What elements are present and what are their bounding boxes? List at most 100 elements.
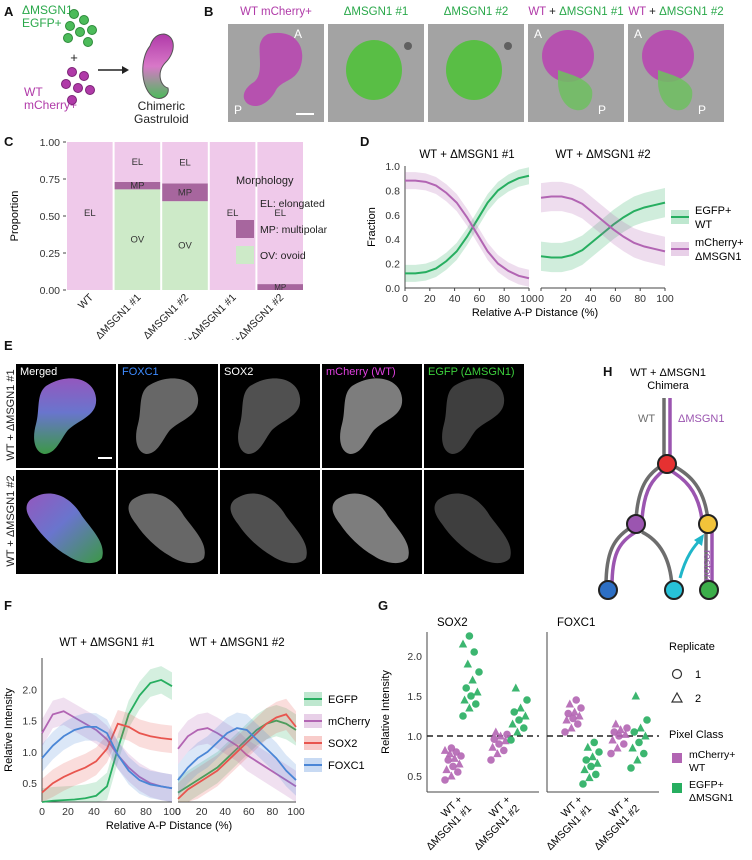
sox2-mcherry-rep2-point-triangle <box>488 742 497 751</box>
y-tick-label: 0.25 <box>40 248 61 260</box>
sox2-mcherry-rep1-point-triangle <box>445 749 454 758</box>
channel-label-5: EGFP (ΔMSGN1) <box>428 366 515 378</box>
legend-swatch-mp <box>236 220 254 238</box>
gastruloid-shape <box>446 40 502 100</box>
bar-segment-label: EL <box>274 208 286 219</box>
sox2-egfp-rep2-point-triangle <box>513 727 522 736</box>
arrow-right-icon <box>98 66 129 74</box>
y-tick-label: 0.4 <box>385 234 400 246</box>
foxc1-egfp-rep1-point-triangle <box>593 758 602 767</box>
x-tick-label: 20 <box>62 806 74 818</box>
posterior-label: P <box>598 103 606 117</box>
anterior-label: A <box>534 27 542 41</box>
panel-a-schematic: + <box>61 9 174 105</box>
fluorescence-drawing <box>136 378 199 454</box>
egfp-rep2-band <box>541 187 665 273</box>
panel-a-mutant-label: ΔMSGN1 EGFP+ <box>22 4 73 30</box>
anterior-label: A <box>634 27 642 41</box>
pixel-class-label-line2: WT <box>689 762 706 774</box>
sox2-mcherry-rep1-point-triangle <box>442 765 451 774</box>
bar-segment-ov <box>162 201 208 290</box>
foxc1-rep2-line <box>177 727 297 781</box>
foxc1-mcherry-rep1-point-triangle <box>570 707 579 716</box>
channel-label-3: SOX2 <box>224 366 254 378</box>
sox2-egfp-rep1-point-triangle <box>460 695 469 704</box>
foxc1-rep1-line <box>41 725 173 790</box>
sox2-egfp-rep1-point-circle <box>459 712 467 720</box>
sox2-mcherry-rep1-point-triangle <box>455 759 464 768</box>
gastruloid-signal <box>332 493 409 564</box>
mcherry-rep2-line <box>177 727 297 788</box>
x-tick-label: 20 <box>560 293 572 305</box>
mcherry-rep1-line <box>405 179 530 280</box>
sox2-egfp-rep2-point-triangle <box>516 703 525 712</box>
sox2-rep2-line <box>177 713 297 800</box>
mutant-branch-right <box>669 468 704 521</box>
y-tick-label: 0.5 <box>22 778 37 790</box>
x-category-label: WT <box>76 291 96 311</box>
fluorescence-tile: SOX2 <box>220 364 320 468</box>
foxc1-egfp-rep2-point-triangle <box>628 743 637 752</box>
bar-segment-el <box>209 142 256 290</box>
magenta-cells <box>61 67 95 105</box>
bar-segment-label: EL <box>84 208 96 219</box>
foxc1-egfp-rep1-point-triangle <box>583 742 592 751</box>
sox2-rep1-line <box>41 722 173 794</box>
right-node <box>698 514 718 534</box>
x-category-label: ΔMSGN1 #1 <box>93 292 143 340</box>
sox2-egfp-rep2-point-circle <box>520 724 528 732</box>
x-category-label: ΔMSGN1 #2 <box>141 292 191 340</box>
x-tick-label: 100 <box>656 293 674 305</box>
x-tick-label: 40 <box>219 806 231 818</box>
title-plus: + <box>645 6 660 18</box>
legend-label-el: EL: elongated <box>260 198 325 210</box>
bar-segment-mp <box>114 181 161 190</box>
replicate-legend-title: Replicate <box>669 641 715 653</box>
gastruloid-signal <box>128 493 205 564</box>
bar-segment-label: MP <box>274 283 286 292</box>
pixel-class-swatch <box>672 783 682 793</box>
subplot-title-2: WT + ΔMSGN1 #2 <box>189 637 284 649</box>
micrograph-title-2: ΔMSGN1 #1 <box>343 6 409 18</box>
panel-c-label: C <box>4 134 14 149</box>
replicate-2-label: 2 <box>695 693 701 705</box>
green-leaf-node <box>699 580 719 600</box>
y-axis-title: Relative Intensity <box>3 688 15 772</box>
wt-branch-cyan <box>641 530 674 587</box>
fluorescence-tile <box>118 470 218 574</box>
replicate-2-symbol <box>670 691 684 703</box>
micrograph-drawing: AP <box>628 24 724 122</box>
foxc1-egfp-rep2-point-circle <box>630 728 638 736</box>
legend-swatch-ov <box>236 246 254 264</box>
bar-segment-el <box>114 142 161 182</box>
fluorescence-drawing <box>230 493 307 564</box>
bar-segment-el <box>162 142 208 184</box>
y-tick-label: 1.5 <box>22 716 37 728</box>
x-tick-label: 40 <box>585 293 597 305</box>
sox2-mcherry-rep1-point-circle <box>444 756 452 764</box>
legend-label-mcherry: mCherry <box>328 716 370 728</box>
y-tick-label: 0.0 <box>385 283 400 295</box>
fluorescence-tile: FOXC1 <box>118 364 218 468</box>
fluorescence-tile <box>424 470 524 574</box>
sox2-mcherry-rep2-point-circle <box>490 735 498 743</box>
legend-swatch-el <box>236 194 254 212</box>
legend-label-line1: mCherry+ <box>695 237 744 249</box>
y-tick-label: 0.75 <box>40 174 61 186</box>
gastruloid-signal <box>34 378 97 454</box>
bar-segment-el <box>67 142 113 290</box>
sox2-egfp-rep1-point-triangle <box>458 639 468 648</box>
title-part-wt: WT <box>628 6 646 18</box>
restored-arrowhead-icon <box>694 534 704 546</box>
fluorescence-drawing <box>442 378 505 454</box>
gastruloid-shape <box>346 40 402 100</box>
x-axis-title: Relative A-P Distance (%) <box>106 820 232 832</box>
fluorescence-drawing <box>332 493 409 564</box>
gastruloid-signal <box>434 493 511 564</box>
pixel-class-legend-title: Pixel Class <box>669 729 724 741</box>
title-part-mutant: ΔMSGN1 #2 <box>659 6 724 18</box>
sox2-egfp-rep2-point-circle <box>507 736 515 744</box>
bar-segment-el <box>257 142 303 285</box>
